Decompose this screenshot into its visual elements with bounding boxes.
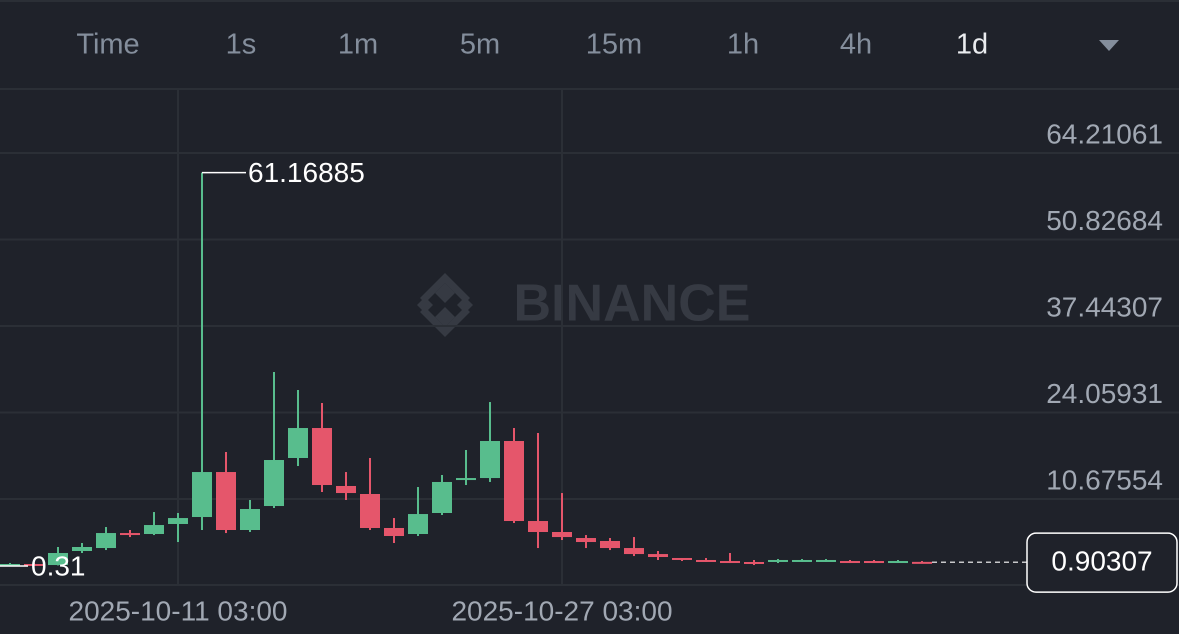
candle-body [360, 494, 380, 528]
candle-body [576, 538, 596, 543]
candle-body [864, 561, 884, 564]
candle-body [384, 527, 404, 537]
candle-body [264, 460, 284, 507]
candle-body [648, 554, 668, 558]
candle-body [456, 478, 476, 481]
x-tick-label: 2025-10-11 03:00 [69, 595, 288, 626]
price-label: 0.90307 [1051, 546, 1152, 577]
candle-body [888, 561, 908, 564]
candle-body [240, 508, 260, 530]
candle-body [600, 540, 620, 549]
candle-body [312, 428, 332, 486]
y-tick-label: 50.82684 [1046, 205, 1163, 236]
price-box [1026, 532, 1178, 593]
candle-body [672, 557, 692, 560]
candle-body [528, 521, 548, 533]
candle-body [696, 559, 716, 562]
candle-body [168, 518, 188, 524]
min-label: 0.31 [31, 550, 86, 581]
tab[interactable]: 1s [226, 29, 257, 61]
tab[interactable]: 15m [586, 29, 642, 61]
tab[interactable]: Time [76, 29, 139, 61]
candle-body [288, 428, 308, 459]
tab[interactable]: 1m [338, 29, 378, 61]
candle-body [72, 546, 92, 552]
candle-body [432, 481, 452, 514]
tab[interactable]: 1d [956, 29, 988, 61]
dropdown-arrow[interactable] [1099, 40, 1119, 51]
candle-body [96, 533, 116, 549]
candle-body [192, 472, 212, 518]
candle-body [792, 559, 812, 562]
candle-body [504, 441, 524, 522]
y-tick-label: 37.44307 [1046, 291, 1163, 322]
tab[interactable]: 1h [727, 29, 759, 61]
candle-body [336, 485, 356, 494]
candle-body [552, 532, 572, 538]
candle-body [48, 553, 68, 566]
watermark: BINANCE [514, 275, 751, 333]
candle-body [24, 563, 44, 566]
watermark-logo [417, 273, 473, 337]
candle-body [216, 472, 236, 530]
y-tick-label: 24.05931 [1046, 378, 1163, 409]
candle-body [480, 441, 500, 479]
candle-body [120, 533, 140, 536]
candle-body [768, 559, 788, 562]
y-tick-label: 64.21061 [1046, 118, 1163, 149]
y-tick-label: 10.67554 [1046, 464, 1163, 495]
candle-body [624, 548, 644, 555]
candle-body [144, 525, 164, 535]
tab[interactable]: 5m [460, 29, 500, 61]
candle-body [720, 561, 740, 564]
candle-body [408, 514, 428, 535]
tab[interactable]: 4h [840, 29, 872, 61]
max-label: 61.16885 [248, 157, 365, 188]
candle-body [816, 559, 836, 562]
candle-body [744, 561, 764, 564]
candle-body [0, 563, 20, 566]
candle-body [840, 561, 860, 564]
candle-body [912, 561, 932, 564]
x-tick-label: 2025-10-27 03:00 [451, 595, 672, 626]
